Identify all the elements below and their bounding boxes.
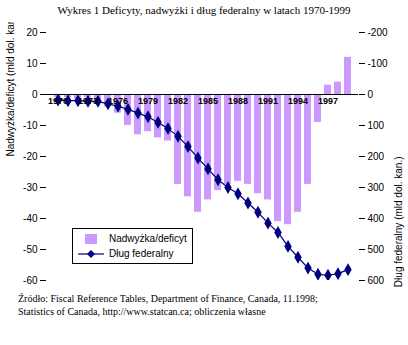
svg-text:-50: -50 [23,244,38,255]
svg-text:0: 0 [368,89,374,100]
svg-text:1979: 1979 [138,96,158,106]
svg-text:1991: 1991 [258,96,278,106]
html-text:Nadwyżka/deficyt: Nadwyżka/deficyt [109,233,187,244]
svg-text:-60: -60 [23,275,38,286]
svg-text:1994: 1994 [288,96,308,106]
svg-text:200: 200 [368,151,385,162]
svg-text:500: 500 [368,244,385,255]
html-text:Statistics of Canada, http://w: Statistics of Canada, http://www.statcan… [18,306,266,317]
svg-text:1976: 1976 [108,96,128,106]
svg-text:1985: 1985 [198,96,218,106]
svg-text:100: 100 [368,120,385,131]
svg-text:0: 0 [32,89,38,100]
svg-text:1997: 1997 [318,96,338,106]
svg-text:-40: -40 [23,213,38,224]
svg-text:Nadwyżka/deficyt (mld dol. kan: Nadwyżka/deficyt (mld dol. kan.) [5,22,16,157]
svg-text:-10: -10 [23,120,38,131]
svg-text:10: 10 [26,58,38,69]
svg-text:-200: -200 [368,27,388,38]
svg-text:-100: -100 [368,58,388,69]
svg-text:600: 600 [368,275,385,286]
html-text:Dług federalny: Dług federalny [109,248,174,259]
svg-text:20: 20 [26,27,38,38]
svg-text:1973: 1973 [78,96,98,106]
svg-text:400: 400 [368,213,385,224]
svg-text:300: 300 [368,182,385,193]
html-text:Źródło: Fiscal Reference Table: Źródło: Fiscal Reference Tables, Departm… [18,293,318,304]
svg-text:1970: 1970 [48,96,68,106]
svg-text:-30: -30 [23,182,38,193]
svg-text:1982: 1982 [168,96,188,106]
svg-text:1988: 1988 [228,96,248,106]
svg-text:-20: -20 [23,151,38,162]
svg-text:Dług federalny (mld dol. kan.): Dług federalny (mld dol. kan.) [393,157,404,288]
html-text:Wykres 1 Deficyty, nadwyżki i: Wykres 1 Deficyty, nadwyżki i dług feder… [57,4,351,16]
